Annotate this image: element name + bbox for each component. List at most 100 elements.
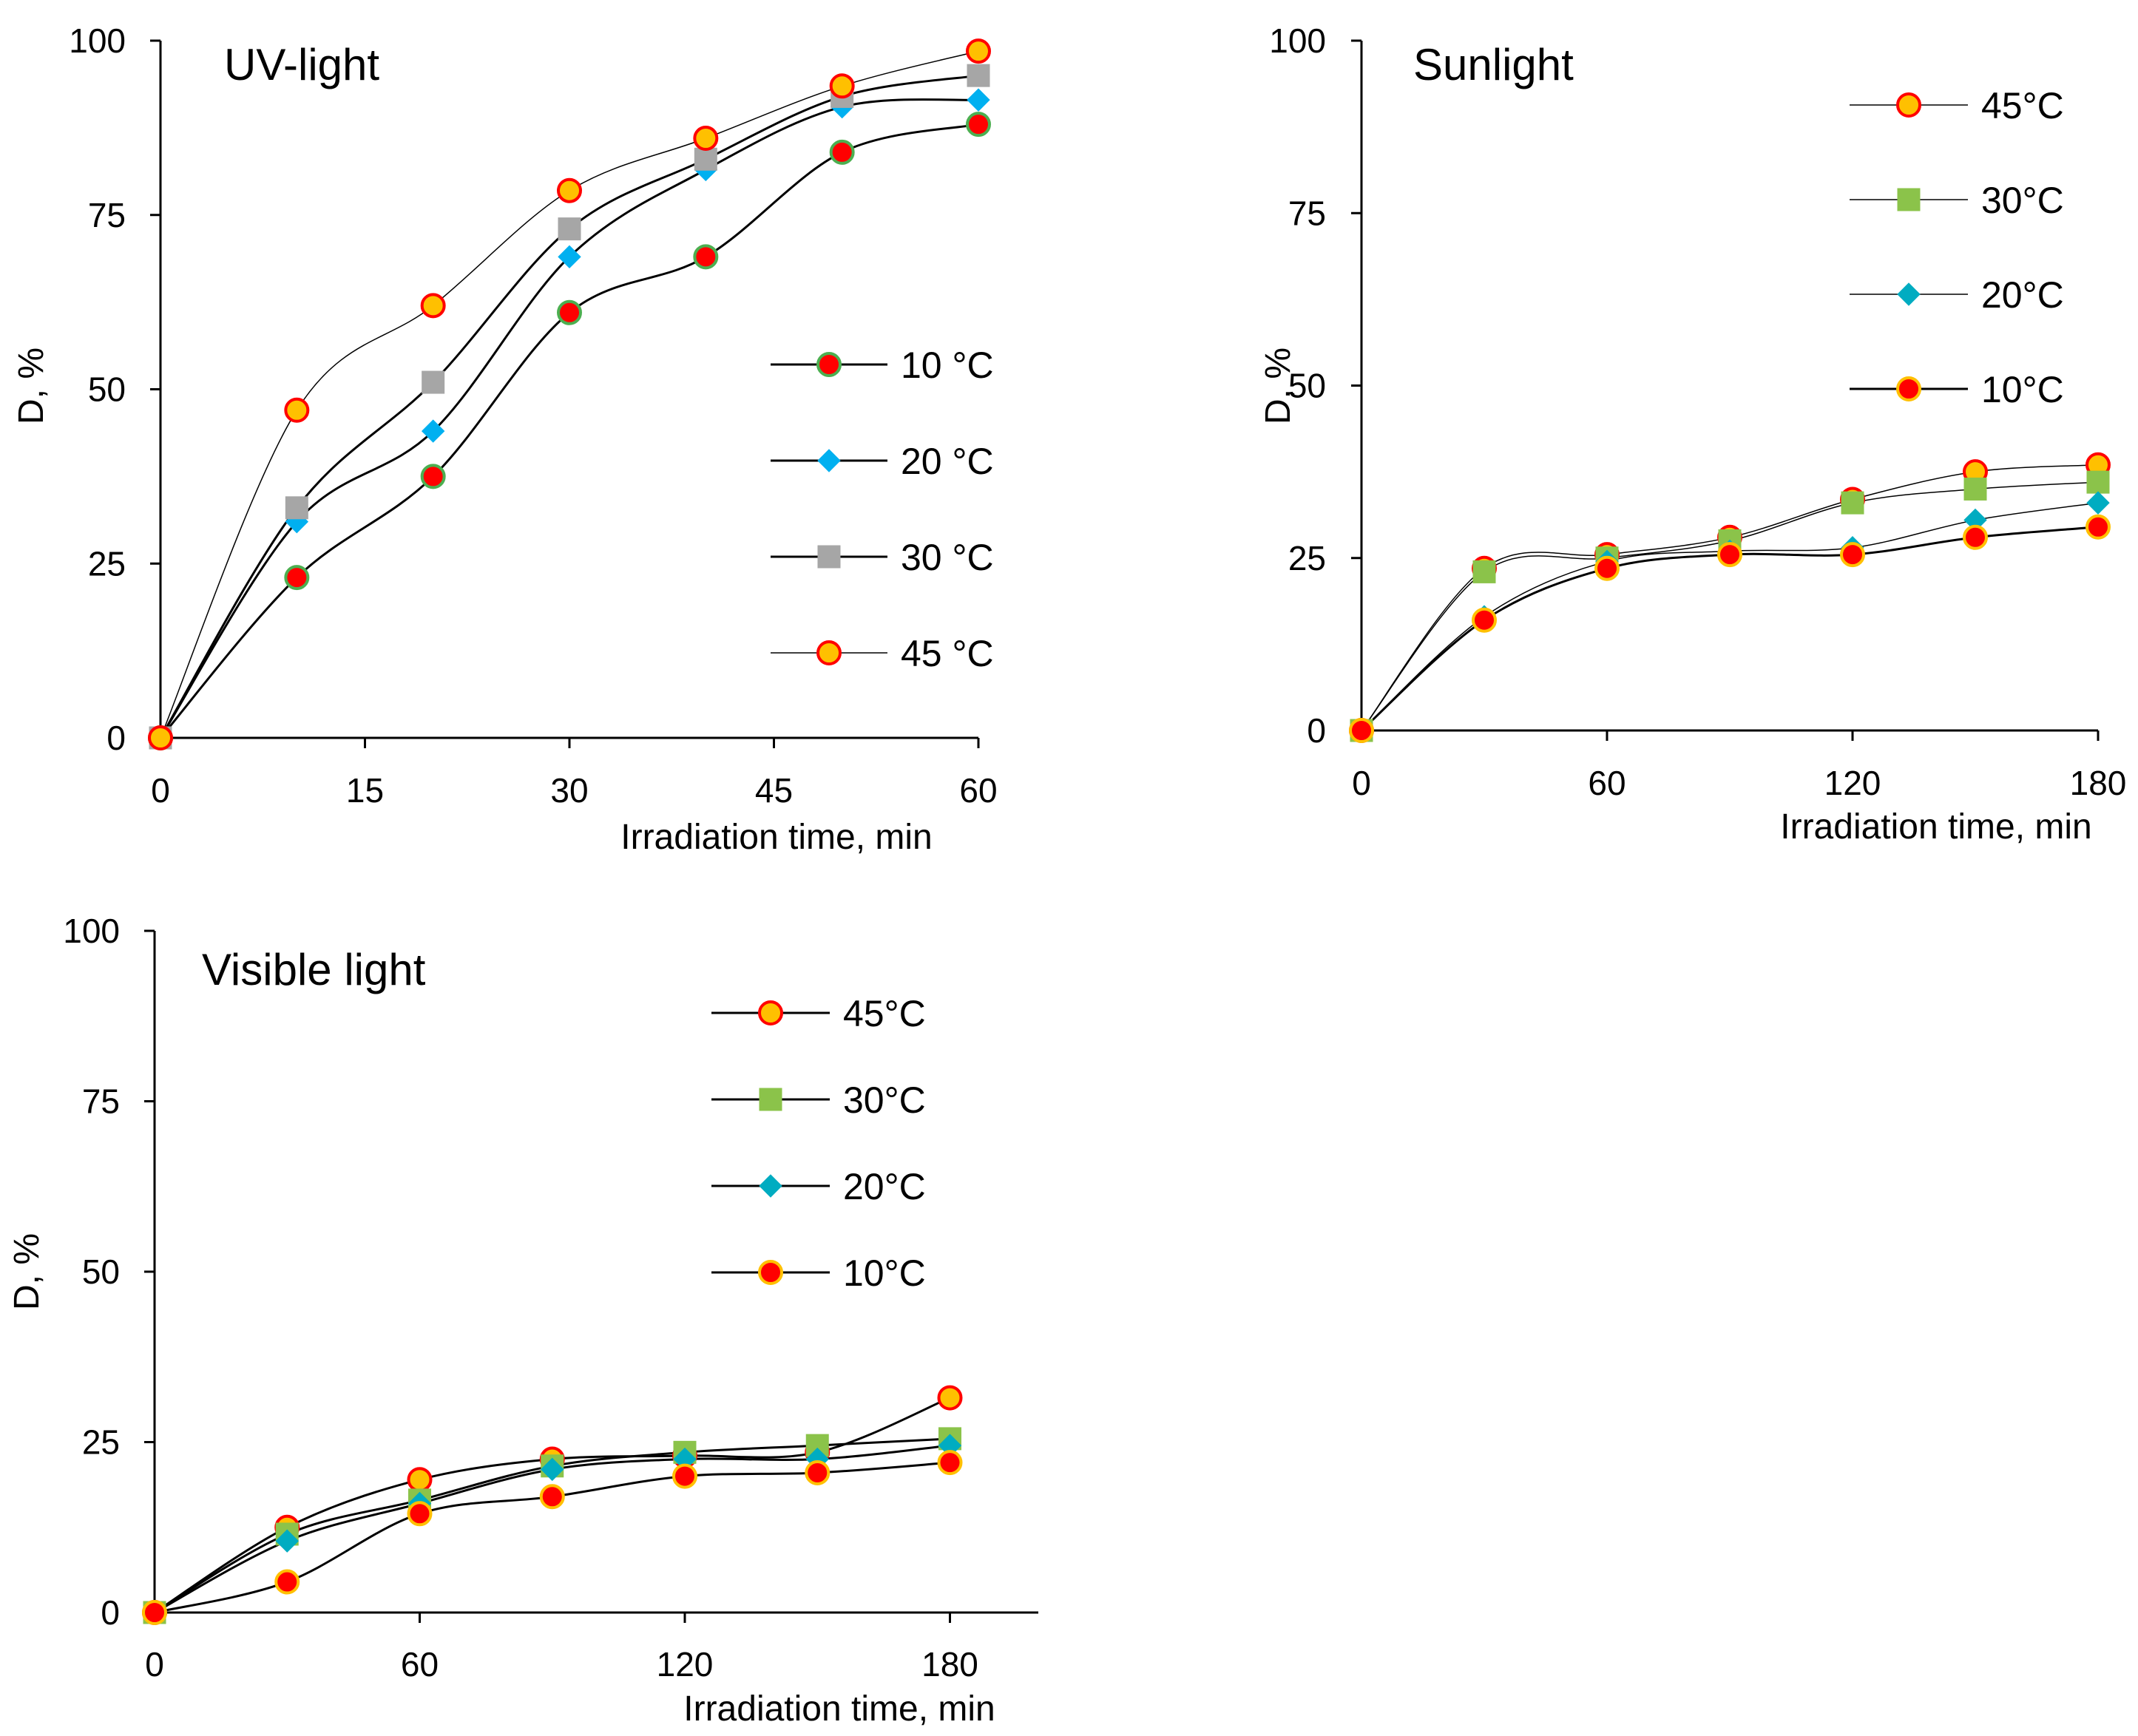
y-tick-label: 100: [69, 21, 126, 60]
legend-item-45-c: 45°C: [1850, 85, 2064, 126]
legend-item-30-c: 30 °C: [771, 537, 994, 578]
data-point-20-c: [967, 88, 990, 112]
x-tick-label: 120: [657, 1645, 714, 1684]
x-tick-label: 180: [921, 1645, 978, 1684]
x-tick-label: 0: [145, 1645, 164, 1684]
panel-title: Sunlight: [1413, 40, 1574, 89]
data-point-45-c: [407, 1467, 433, 1493]
data-point-30-c: [422, 370, 445, 394]
y-tick-label: 50: [88, 370, 126, 409]
data-point-45-c: [284, 397, 310, 423]
legend-item-45-c: 45°C: [711, 993, 926, 1034]
data-point-10-c: [274, 1569, 300, 1595]
data-point-10-c: [937, 1450, 963, 1476]
data-point-20-c: [421, 419, 445, 443]
panel-title: Visible light: [202, 945, 426, 994]
data-point-30-c: [1472, 560, 1496, 583]
legend-marker: [1897, 188, 1921, 211]
data-point-10-c: [407, 1501, 433, 1527]
data-point-30-c: [694, 147, 717, 171]
series-line-30-c: [1361, 481, 2099, 731]
legend-item-20-c: 20°C: [711, 1166, 926, 1207]
y-tick-label: 25: [88, 544, 126, 583]
legend-label: 30°C: [1981, 180, 2064, 221]
legend-marker: [759, 1088, 782, 1111]
x-axis-title: Irradiation time, min: [683, 1689, 995, 1729]
x-tick-label: 60: [959, 771, 997, 810]
y-tick-label: 50: [82, 1252, 120, 1291]
legend: 45°C 30°C 20°C 10°C: [1850, 85, 2064, 410]
x-tick-label: 15: [346, 771, 384, 810]
legend: 10 °C 20 °C 30 °C 45 °C: [771, 345, 994, 674]
data-point-10-c: [805, 1459, 830, 1485]
x-tick-label: 45: [755, 771, 793, 810]
legend-label: 45 °C: [901, 633, 994, 674]
data-point-10-c: [420, 464, 446, 489]
data-point-10-c: [1472, 607, 1497, 633]
data-point-30-c: [2086, 470, 2110, 494]
y-tick-label: 50: [1288, 367, 1326, 405]
legend-item-10-c: 10°C: [711, 1252, 926, 1294]
data-point-30-c: [285, 496, 308, 520]
y-tick-label: 0: [101, 1593, 120, 1632]
x-axis-title: Irradiation time, min: [620, 818, 932, 857]
y-tick-label: 25: [1288, 539, 1326, 577]
x-tick-label: 120: [1824, 764, 1881, 802]
legend-label: 10 °C: [901, 345, 994, 386]
data-point-45-c: [937, 1385, 963, 1411]
series-lines: [1360, 464, 2099, 732]
visible-light-chart: 0 60 120 180 0 25 50 75 100 Visible light Irradiat…: [7, 912, 1038, 1729]
data-point-20-c: [558, 245, 581, 269]
x-tick-label: 60: [401, 1645, 439, 1684]
y-tick-label: 75: [82, 1082, 120, 1121]
data-point-10-c: [1349, 718, 1374, 743]
data-point-45-c: [693, 126, 719, 152]
x-axis-title: Irradiation time, min: [1780, 807, 2091, 847]
data-point-20-c: [275, 1529, 299, 1553]
y-tick-label: 100: [63, 912, 120, 950]
legend-label: 20 °C: [901, 441, 994, 482]
legend-label: 20°C: [1981, 274, 2064, 316]
x-tick-label: 180: [2070, 764, 2127, 802]
legend-marker: [758, 1260, 783, 1285]
data-point-30-c: [1841, 491, 1864, 515]
y-tick-label: 0: [1307, 711, 1326, 750]
data-point-45-c: [557, 177, 582, 203]
legend-label: 45°C: [843, 993, 926, 1034]
legend-marker: [1896, 376, 1921, 401]
legend-marker: [758, 1000, 783, 1025]
legend-label: 30 °C: [901, 537, 994, 578]
series-markers: [148, 38, 991, 750]
data-point-10-c: [1840, 542, 1865, 568]
data-point-10-c: [142, 1600, 167, 1625]
series-line-45-c: [160, 50, 979, 739]
legend-label: 45°C: [1981, 85, 2064, 126]
legend-label: 10°C: [843, 1252, 926, 1294]
legend-item-20-c: 20 °C: [771, 441, 994, 482]
legend-marker: [816, 352, 842, 377]
legend-item-30-c: 30°C: [711, 1079, 926, 1121]
series-lines: [159, 50, 979, 739]
y-axis-title: D, %: [12, 347, 51, 424]
data-point-10-c: [966, 112, 991, 138]
series-line-30-c: [159, 74, 979, 739]
data-point-10-c: [693, 244, 719, 270]
data-point-10-c: [2085, 514, 2111, 540]
legend-item-20-c: 20°C: [1850, 274, 2064, 316]
data-point-20-c: [2086, 491, 2110, 515]
uv-light-chart: 0 15 30 45 60 0 25 50 75 100 UV-light Irradiation t…: [12, 21, 998, 857]
data-point-10-c: [829, 139, 855, 165]
legend-marker: [817, 449, 841, 472]
y-tick-label: 0: [106, 719, 126, 757]
data-point-45-c: [829, 73, 855, 99]
sunlight-chart: 0 60 120 180 0 25 50 75 100 Sunlight Irradiation t…: [1259, 21, 2126, 847]
series-line-10-c: [159, 123, 979, 739]
legend-item-45-c: 45 °C: [771, 633, 994, 674]
data-point-30-c: [1963, 477, 1987, 501]
y-tick-label: 75: [88, 196, 126, 234]
legend-marker: [1897, 282, 1921, 306]
x-tick-label: 60: [1588, 764, 1626, 802]
legend-label: 20°C: [843, 1166, 926, 1207]
data-point-45-c: [420, 293, 446, 319]
